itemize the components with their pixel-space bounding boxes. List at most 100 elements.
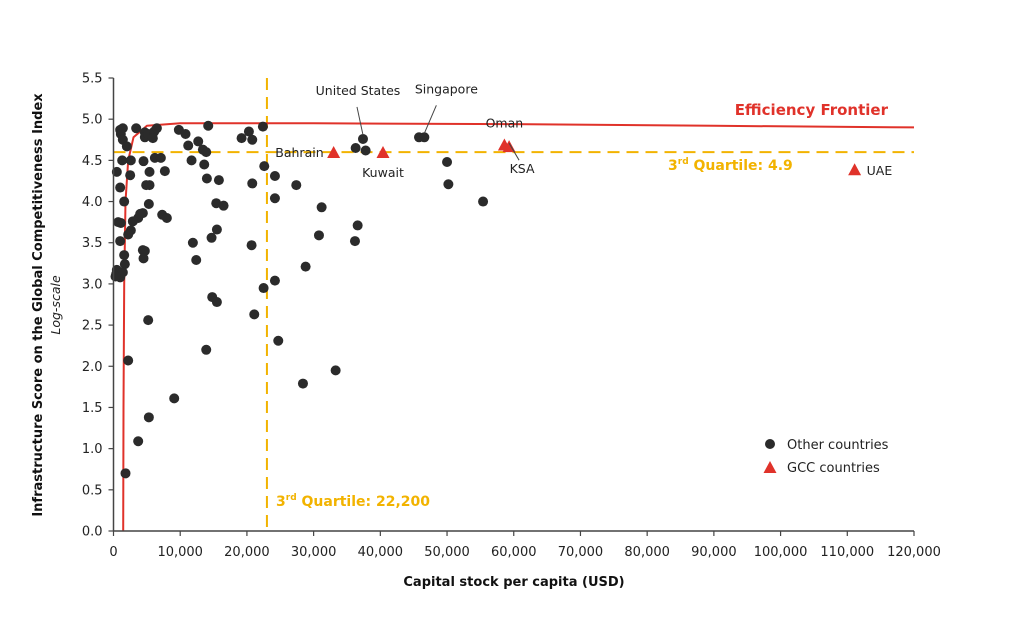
point-other-country xyxy=(115,182,126,193)
point-other-country xyxy=(211,297,222,308)
point-other-country xyxy=(201,173,212,184)
point-other-country xyxy=(297,378,308,389)
annotation-leader-line xyxy=(423,105,437,134)
point-other-country xyxy=(123,355,134,366)
point-other-country xyxy=(243,126,254,137)
legend-label-other: Other countries xyxy=(787,438,889,453)
x-tick-label: 50,000 xyxy=(424,545,470,560)
point-other-country xyxy=(141,180,152,191)
y-tick-label: 0.0 xyxy=(82,525,103,540)
point-other-country xyxy=(316,202,327,213)
point-other-country xyxy=(257,121,268,132)
point-other-country xyxy=(131,123,142,134)
quartile-x-label-sup: rd xyxy=(286,493,297,503)
point-other-country xyxy=(203,120,214,131)
point-gcc-bahrain xyxy=(327,145,341,158)
point-other-country xyxy=(161,213,172,224)
annotation-leader-line xyxy=(356,106,364,136)
point-other-country xyxy=(144,166,155,177)
x-tick-label: 110,000 xyxy=(820,545,874,560)
annotation-singapore: Singapore xyxy=(415,81,478,96)
point-other-country xyxy=(478,196,489,207)
y-tick-label: 1.5 xyxy=(82,401,103,416)
point-other-country xyxy=(183,140,194,151)
point-other-country xyxy=(443,179,454,190)
quartile-y-label-base: 3 xyxy=(668,158,678,174)
y-tick-label: 5.0 xyxy=(82,113,103,128)
x-tick-label: 90,000 xyxy=(691,545,737,560)
point-other-country xyxy=(206,232,217,243)
point-other-country xyxy=(119,250,130,261)
point-gcc-uae xyxy=(848,163,862,176)
point-other-country xyxy=(218,200,229,211)
point-other-country xyxy=(117,155,128,166)
point-other-country xyxy=(121,141,132,152)
point-other-country xyxy=(291,180,302,191)
legend-marker-gcc xyxy=(763,461,777,473)
point-other-country xyxy=(138,253,149,264)
point-other-country xyxy=(313,230,324,241)
x-tick-label: 20,000 xyxy=(224,545,270,560)
point-other-country xyxy=(247,134,258,145)
x-tick-label: 60,000 xyxy=(491,545,537,560)
y-tick-label: 3.5 xyxy=(82,236,103,251)
point-other-country xyxy=(113,217,124,228)
point-other-country xyxy=(259,161,270,172)
point-other-country xyxy=(151,123,162,134)
point-other-country xyxy=(419,132,430,143)
annotation-oman: Oman xyxy=(486,116,524,131)
point-other-country xyxy=(201,147,212,158)
point-other-country xyxy=(125,170,136,181)
point-other-country xyxy=(119,196,130,207)
legend-marker-other xyxy=(765,439,775,449)
points-layer xyxy=(110,120,862,479)
point-other-country xyxy=(269,171,280,182)
point-other-country xyxy=(119,259,130,270)
point-other-country xyxy=(300,261,311,272)
legend: Other countries GCC countries xyxy=(763,438,889,476)
y-tick-label: 4.0 xyxy=(82,195,103,210)
point-other-country xyxy=(349,236,360,247)
point-other-country xyxy=(169,393,180,404)
quartile-x-label-base: 3 xyxy=(276,494,286,510)
annotation-ksa: KSA xyxy=(510,161,535,176)
point-other-country xyxy=(110,271,121,282)
point-other-country xyxy=(187,237,198,248)
point-other-country xyxy=(138,156,149,167)
annotation-leader-line xyxy=(508,142,520,161)
point-other-country xyxy=(330,365,341,376)
point-other-country xyxy=(111,166,122,177)
point-other-country xyxy=(199,159,210,170)
point-other-country xyxy=(246,240,257,251)
x-axis-title: Capital stock per capita (USD) xyxy=(403,575,624,590)
point-other-country xyxy=(120,468,131,479)
annotation-bahrain: Bahrain xyxy=(275,145,323,160)
y-axis-subtitle: Log-scale xyxy=(48,275,63,335)
point-other-country xyxy=(180,129,191,140)
annotation-kuwait: Kuwait xyxy=(362,165,404,180)
point-other-country xyxy=(193,136,204,147)
point-other-country xyxy=(269,193,280,204)
point-other-country xyxy=(159,166,170,177)
annotation-layer: United States Singapore Oman KSA Bahrain Kuwa… xyxy=(275,81,892,180)
point-other-country xyxy=(139,245,150,256)
y-tick-label: 1.0 xyxy=(82,442,103,457)
point-other-country xyxy=(191,255,202,266)
y-tick-label: 5.5 xyxy=(82,72,103,87)
point-other-country xyxy=(360,145,371,156)
point-other-country xyxy=(135,208,146,219)
x-tick-label: 10,000 xyxy=(157,545,203,560)
point-other-country xyxy=(352,220,363,231)
point-other-country xyxy=(115,236,126,247)
y-tick-label: 2.0 xyxy=(82,360,103,375)
legend-label-gcc: GCC countries xyxy=(787,461,880,476)
point-other-country xyxy=(143,412,154,423)
point-other-country xyxy=(155,152,166,163)
y-tick-label: 2.5 xyxy=(82,319,103,334)
quartile-y-label-sup: rd xyxy=(678,157,689,167)
point-other-country xyxy=(133,436,144,447)
point-other-country xyxy=(186,155,197,166)
point-other-country xyxy=(350,143,361,154)
point-other-country xyxy=(143,315,154,326)
